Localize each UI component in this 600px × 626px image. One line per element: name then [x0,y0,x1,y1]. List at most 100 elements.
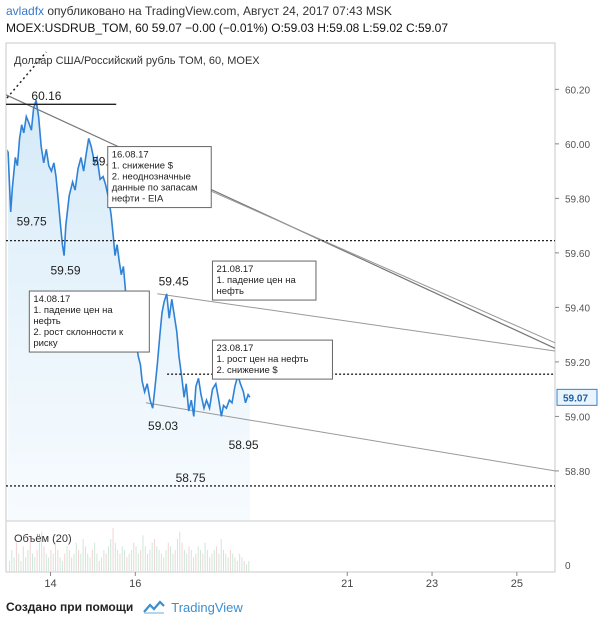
volume-bar [9,561,10,572]
trend-line [157,293,555,352]
volume-bar [151,542,153,572]
volume-bar [179,531,181,572]
volume-bar [211,553,213,572]
annotation-text: 14.08.17 [33,294,70,305]
y-tick-label: 59.60 [565,249,590,260]
volume-bar [59,557,61,572]
x-tick-label: 25 [511,578,523,590]
volume-bar [183,550,185,572]
volume-bar [124,550,126,572]
volume-bar [96,553,98,572]
tradingview-logo[interactable]: TradingView [143,600,243,615]
volume-bar [130,550,132,572]
volume-bar [50,550,52,572]
annotation-text: 16.08.17 [112,150,149,161]
volume-bar [172,553,174,572]
annotation-text: нефть [33,316,60,327]
volume-bar [52,553,54,572]
author-link[interactable]: avladfx [6,4,45,18]
volume-bar [71,557,73,572]
volume-bar [236,561,238,572]
volume-bar [206,550,208,572]
volume-label: Объём (20) [14,533,72,545]
volume-bar [107,546,109,572]
volume-bar [29,539,31,572]
volume-bar [163,557,165,572]
publish-line: avladfx опубликовано на TradingView.com,… [6,4,392,18]
volume-bar [114,542,116,572]
volume-bar [220,539,222,572]
volume-bar [229,550,231,572]
price-label: 59.75 [17,215,47,229]
volume-bar [48,557,50,572]
volume-bar [126,557,128,572]
y-tick-label: 60.00 [565,140,590,151]
volume-bar [98,561,100,572]
annotation-text: нефти - EIA [112,194,164,205]
volume-bar [209,557,211,572]
volume-bar [105,553,107,572]
y-tick-label: 60.20 [565,85,590,96]
volume-bar [239,553,241,572]
y-tick-label: 59.00 [565,412,590,423]
publish-info: опубликовано на TradingView.com, Август … [47,4,392,18]
annotation-box [28,290,150,353]
volume-bar [167,542,169,572]
volume-bar [121,546,123,572]
volume-bar [153,539,155,572]
volume-bar [119,553,121,572]
volume-bar [80,553,82,572]
volume-bar [18,553,20,572]
price-label: 58.75 [176,471,206,485]
annotation-box [107,146,212,209]
volume-bar [25,557,27,572]
annotation-box [211,260,317,301]
volume-bar [218,553,220,572]
volume-bar [144,546,146,572]
volume-tick-label: 0 [565,561,571,572]
volume-bar [13,557,15,572]
volume-bar [11,550,13,572]
volume-bar [202,553,204,572]
volume-bar [78,550,80,572]
volume-bar [165,550,167,572]
volume-bar [243,561,245,572]
volume-bar [222,550,224,572]
price-label: 58.95 [229,438,259,452]
volume-bar [84,546,86,572]
volume-bar [103,550,105,572]
volume-bar [190,550,192,572]
volume-bar [75,542,77,572]
annotation-text: риску [33,338,58,349]
volume-bar [234,557,236,572]
volume-bar [135,546,137,572]
volume-bar [149,550,151,572]
volume-bar [133,542,135,572]
volume-bar [188,546,190,572]
annotation-text: 1. падение цен на [216,275,296,286]
y-tick-label: 59.20 [565,358,590,369]
tradingview-icon [143,600,166,614]
y-tick-label: 59.80 [565,194,590,205]
trend-line [145,402,555,472]
volume-bar [142,535,144,572]
annotation-text: 2. рост склонности к [33,327,124,338]
volume-bar [195,553,197,572]
volume-bar [181,542,183,572]
volume-bar [225,553,227,572]
volume-bar [128,553,130,572]
x-tick-label: 14 [44,578,56,590]
volume-bar [110,539,112,572]
volume-bar [197,546,199,572]
volume-bar [147,553,149,572]
volume-bar [43,546,45,572]
volume-bar [82,539,84,572]
volume-bar [204,542,206,572]
volume-bar [140,550,142,572]
volume-bar [68,550,70,572]
volume-bar [216,546,218,572]
volume-bar [64,553,66,572]
price-label: 59.45 [159,275,189,289]
footer: Создано при помощи TradingView [6,596,243,618]
